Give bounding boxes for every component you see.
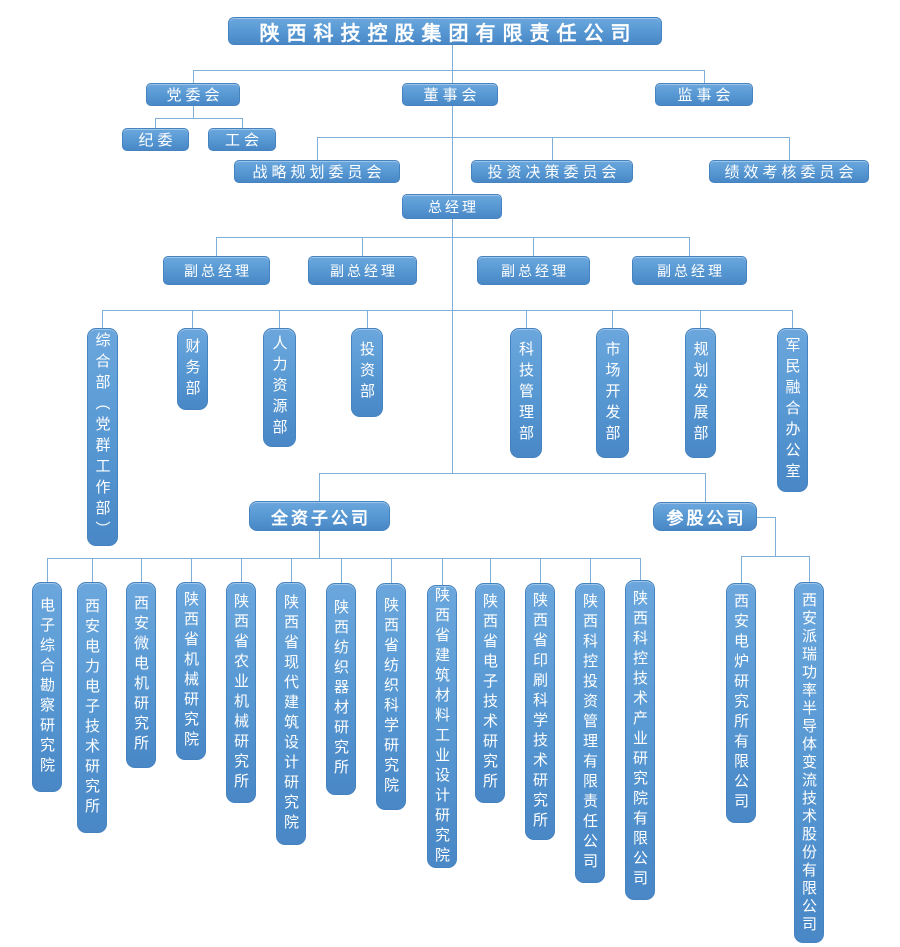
node-dept-investment: 投资部 xyxy=(351,328,383,417)
node-subsidiary-10: 陕西省电子技术研究所 xyxy=(475,583,505,803)
node-dept-finance: 财务部 xyxy=(177,328,208,410)
connector-line xyxy=(216,237,690,238)
connector-line xyxy=(640,558,641,580)
node-deputy-gm-3: 副总经理 xyxy=(477,256,590,285)
node-subsidiary-7: 陕西纺织器材研究所 xyxy=(326,583,356,795)
node-performance-review-committee: 绩效考核委员会 xyxy=(709,160,869,183)
connector-line xyxy=(319,531,320,558)
node-equity-company-2: 西安派瑞功率半导体变流技术股份有限公司 xyxy=(794,582,824,943)
connector-line xyxy=(279,310,280,328)
connector-line xyxy=(700,310,701,328)
node-dept-civil-military-office: 军民融合办公室 xyxy=(777,328,808,492)
connector-line xyxy=(612,310,613,328)
node-board-of-directors: 董事会 xyxy=(402,83,498,106)
connector-line xyxy=(192,310,193,328)
node-subsidiary-9: 陕西省建筑材料工业设计研究院 xyxy=(427,585,457,868)
connector-line xyxy=(193,70,705,71)
node-subsidiary-12: 陕西科控投资管理有限责任公司 xyxy=(575,583,605,883)
connector-line xyxy=(362,237,363,256)
connector-line xyxy=(689,237,690,256)
node-subsidiary-1: 电子综合勘察研究院 xyxy=(32,582,62,792)
connector-line xyxy=(741,556,742,583)
connector-line xyxy=(341,558,342,583)
node-subsidiary-2: 西安电力电子技术研究所 xyxy=(77,582,107,833)
connector-line xyxy=(391,558,392,583)
node-subsidiary-5: 陕西省农业机械研究所 xyxy=(226,582,256,803)
node-dept-general-office: 综合部（党群工作部） xyxy=(87,328,118,546)
connector-line xyxy=(155,118,156,128)
connector-line xyxy=(757,517,775,518)
connector-line xyxy=(47,558,641,559)
node-wholly-owned-group: 全资子公司 xyxy=(249,501,390,531)
node-deputy-gm-1: 副总经理 xyxy=(163,256,270,285)
connector-line xyxy=(367,310,368,328)
node-general-manager: 总经理 xyxy=(402,194,502,219)
connector-line xyxy=(490,558,491,583)
connector-line xyxy=(452,106,453,194)
connector-line xyxy=(442,558,443,585)
connector-line xyxy=(540,558,541,583)
connector-line xyxy=(319,473,320,501)
connector-line xyxy=(741,556,810,557)
connector-line xyxy=(809,556,810,583)
connector-line xyxy=(590,558,591,583)
connector-line xyxy=(102,310,793,311)
node-discipline-inspection: 纪委 xyxy=(122,128,189,151)
connector-line xyxy=(452,45,453,70)
node-subsidiary-4: 陕西省机械研究院 xyxy=(176,582,206,760)
node-deputy-gm-4: 副总经理 xyxy=(632,256,747,285)
node-deputy-gm-2: 副总经理 xyxy=(308,256,417,285)
connector-line xyxy=(317,137,790,138)
node-subsidiary-6: 陕西省现代建筑设计研究院 xyxy=(276,582,306,845)
connector-line xyxy=(241,558,242,582)
node-labor-union: 工会 xyxy=(208,128,276,151)
connector-line xyxy=(789,137,790,160)
connector-line xyxy=(533,237,534,256)
node-dept-tech-management: 科技管理部 xyxy=(510,328,542,458)
node-subsidiary-3: 西安微电机研究所 xyxy=(126,582,156,768)
node-dept-planning-development: 规划发展部 xyxy=(685,328,716,458)
connector-line xyxy=(193,70,194,83)
connector-line xyxy=(47,558,48,582)
connector-line xyxy=(552,137,553,160)
connector-line xyxy=(291,558,292,582)
connector-line xyxy=(452,219,453,473)
connector-line xyxy=(155,118,243,119)
connector-line xyxy=(216,237,217,256)
node-equity-group: 参股公司 xyxy=(653,502,757,531)
connector-line xyxy=(775,517,776,556)
connector-line xyxy=(792,310,793,328)
connector-line xyxy=(319,473,706,474)
node-subsidiary-8: 陕西省纺织科学研究院 xyxy=(376,583,406,810)
node-supervisory-board: 监事会 xyxy=(655,83,753,106)
node-party-committee: 党委会 xyxy=(146,83,240,106)
node-dept-human-resources: 人力资源部 xyxy=(263,328,296,447)
connector-line xyxy=(705,473,706,502)
connector-line xyxy=(704,70,705,83)
connector-line xyxy=(102,310,103,328)
node-subsidiary-13: 陕西科控技术产业研究院有限公司 xyxy=(625,580,655,900)
node-company-title: 陕西科技控股集团有限责任公司 xyxy=(228,17,662,45)
connector-line xyxy=(92,558,93,582)
connector-line xyxy=(317,137,318,160)
connector-line xyxy=(191,558,192,582)
node-equity-company-1: 西安电炉研究所有限公司 xyxy=(726,583,756,823)
connector-line xyxy=(193,106,194,118)
node-dept-market-development: 市场开发部 xyxy=(596,328,629,458)
connector-line xyxy=(141,558,142,582)
connector-line xyxy=(452,70,453,83)
node-subsidiary-11: 陕西省印刷科学技术研究所 xyxy=(525,583,555,840)
connector-line xyxy=(242,118,243,128)
node-strategy-planning-committee: 战略规划委员会 xyxy=(234,160,400,183)
connector-line xyxy=(526,310,527,328)
node-investment-decision-committee: 投资决策委员会 xyxy=(471,160,633,183)
